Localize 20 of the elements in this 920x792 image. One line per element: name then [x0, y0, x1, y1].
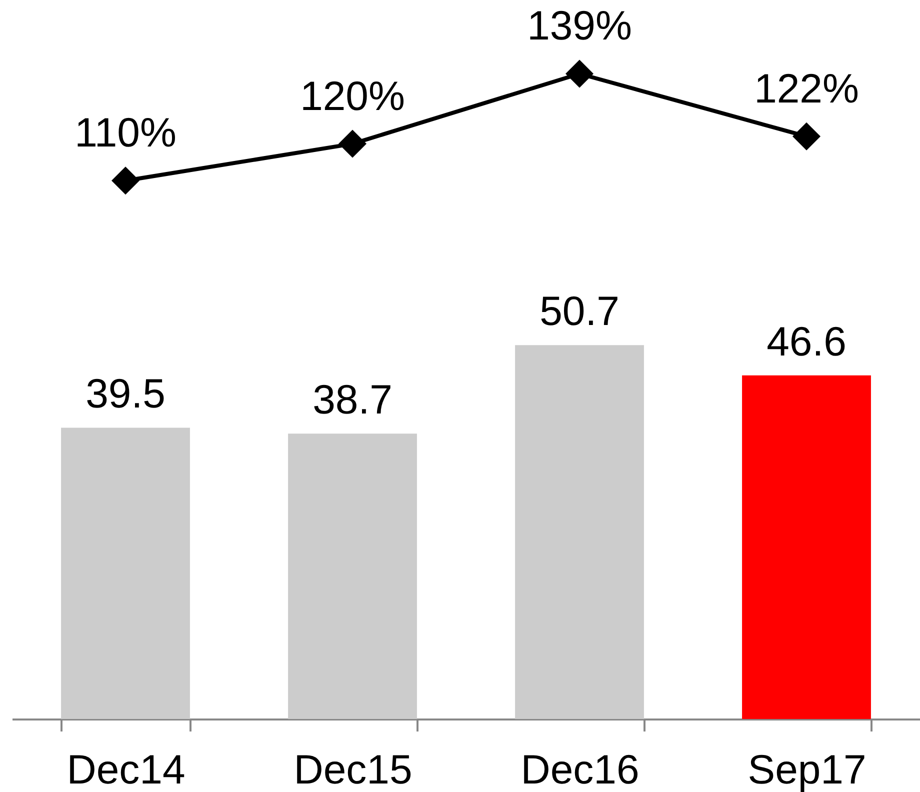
- data-label: 39.5: [86, 370, 166, 417]
- data-label: 139%: [527, 2, 632, 49]
- point: [566, 60, 594, 88]
- data-label: 46.6: [766, 318, 846, 364]
- bar: [742, 375, 871, 719]
- point: [112, 166, 140, 195]
- data-label: 50.7: [540, 288, 620, 334]
- point: [338, 130, 366, 158]
- x-tick-label: Dec14: [66, 746, 186, 792]
- x-tick-label: Sep17: [748, 746, 866, 792]
- data-label: 120%: [300, 72, 405, 119]
- data-label: 110%: [74, 110, 176, 156]
- bar: [515, 345, 644, 719]
- x-tick-label: Dec15: [294, 746, 412, 792]
- x-tick-label: Dec16: [520, 746, 640, 792]
- data-label: 122%: [754, 65, 859, 112]
- point: [792, 122, 820, 150]
- data-label: 38.7: [312, 376, 392, 423]
- bar: [61, 428, 190, 719]
- bar: [288, 434, 417, 719]
